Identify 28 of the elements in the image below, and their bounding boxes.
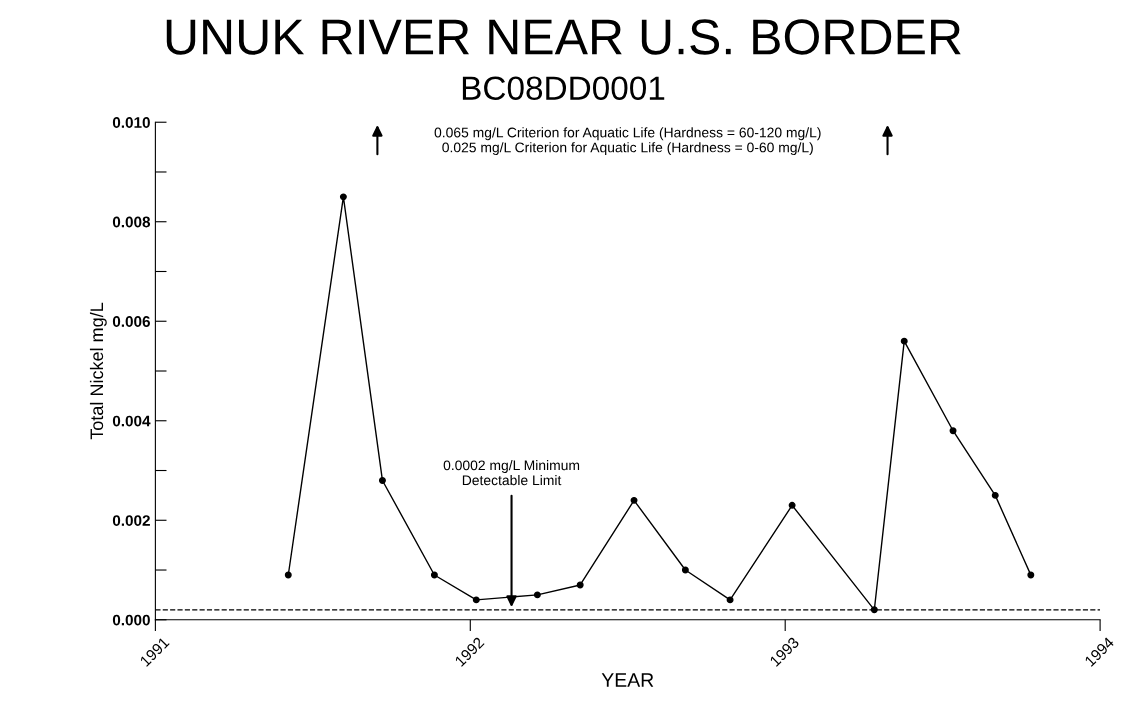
x-axis-title: YEAR: [601, 673, 654, 687]
y-tick-label: 0.004: [112, 415, 151, 427]
y-tick-label: 0.002: [112, 515, 150, 526]
y-tick-label: 0.010: [112, 117, 150, 128]
y-axis-title: Total Nickel mg/L: [89, 302, 107, 440]
point: [284, 571, 292, 579]
point: [472, 596, 480, 604]
y-tick-label: 0.008: [112, 216, 151, 228]
point: [949, 427, 957, 435]
point: [681, 566, 689, 574]
point: [991, 491, 999, 499]
point: [430, 571, 438, 579]
y-tick-label: 0.006: [112, 316, 150, 327]
point: [1027, 571, 1035, 579]
point: [339, 193, 347, 201]
point: [726, 596, 734, 604]
chart-title: UNUK RIVER NEAR U.S. BORDER: [166, 19, 961, 55]
point: [630, 496, 638, 504]
point: [788, 501, 796, 509]
annotation: 0.025 mg/L Criterion for Aquatic Life (Hardness = 0-60 mg/L): [442, 142, 813, 156]
point: [900, 337, 908, 345]
annotation: 0.0002 mg/L Minimum Detectable Limit: [443, 460, 580, 486]
point: [576, 581, 584, 589]
annotation: 0.065 mg/L Criterion for Aquatic Life (Hardness = 60-120 mg/L): [434, 127, 821, 141]
point: [533, 591, 541, 599]
y-tick-label: 0.000: [112, 614, 150, 626]
point: [378, 476, 386, 484]
chart-subtitle: BC08DD0001: [462, 76, 665, 100]
